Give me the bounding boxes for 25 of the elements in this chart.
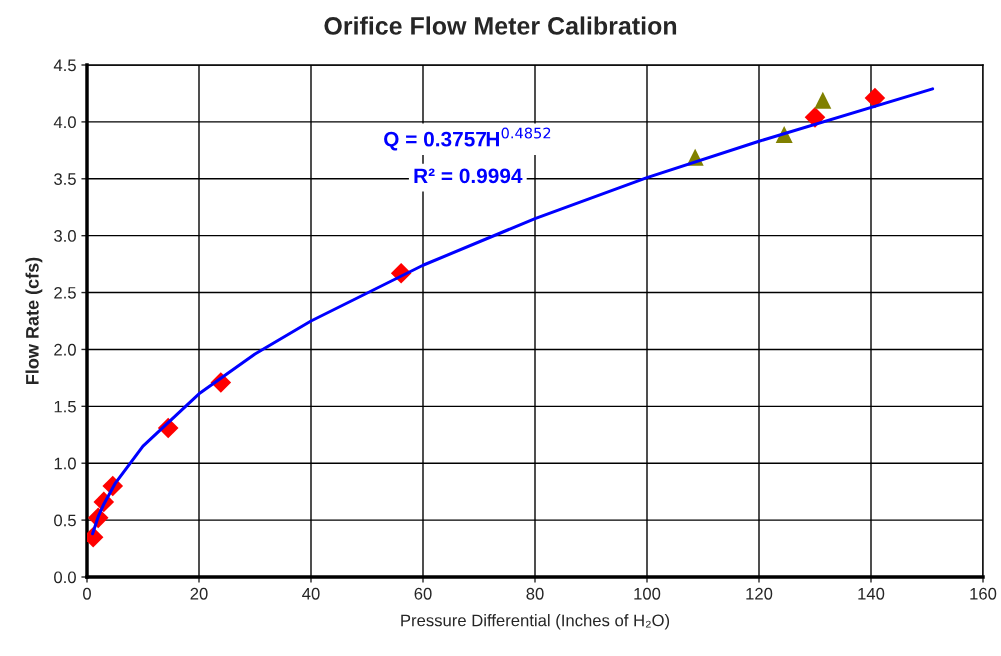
x-tick-label: 40 bbox=[302, 587, 320, 600]
x-tick-label: 80 bbox=[526, 587, 544, 600]
x-tick-label: 60 bbox=[414, 587, 432, 600]
y-tick-label: 0.5 bbox=[54, 514, 76, 527]
x-tick-label: 120 bbox=[746, 587, 773, 600]
x-tick-label: 100 bbox=[634, 587, 661, 600]
x-tick-label: 20 bbox=[190, 587, 208, 600]
x-axis-title: Pressure Differential (Inches of H₂O) bbox=[401, 614, 670, 630]
y-tick-label: 2.5 bbox=[54, 286, 76, 299]
y-tick-label: 4.5 bbox=[53, 59, 76, 72]
y-tick-label: 1.5 bbox=[54, 400, 76, 413]
x-tick-label: 0 bbox=[83, 587, 91, 600]
y-tick-label: 0.0 bbox=[54, 571, 76, 584]
y-axis-title: Flow Rate (cfs) bbox=[25, 257, 43, 384]
x-tick-label: 160 bbox=[970, 587, 997, 600]
annotation: R² = 0.9994 bbox=[414, 168, 523, 184]
point bbox=[814, 91, 832, 109]
y-tick-label: 3.0 bbox=[54, 230, 76, 242]
chart-title: Orifice Flow Meter Calibration bbox=[324, 16, 677, 35]
y-tick-label: 3.5 bbox=[54, 173, 76, 185]
y-tick-label: 1.0 bbox=[54, 457, 76, 470]
annotation: Q = 0.3757H$^{0.4852}$ bbox=[384, 127, 551, 151]
y-tick-label: 4.0 bbox=[53, 116, 76, 129]
y-tick-label: 2.0 bbox=[54, 343, 76, 356]
x-tick-label: 140 bbox=[858, 587, 885, 600]
